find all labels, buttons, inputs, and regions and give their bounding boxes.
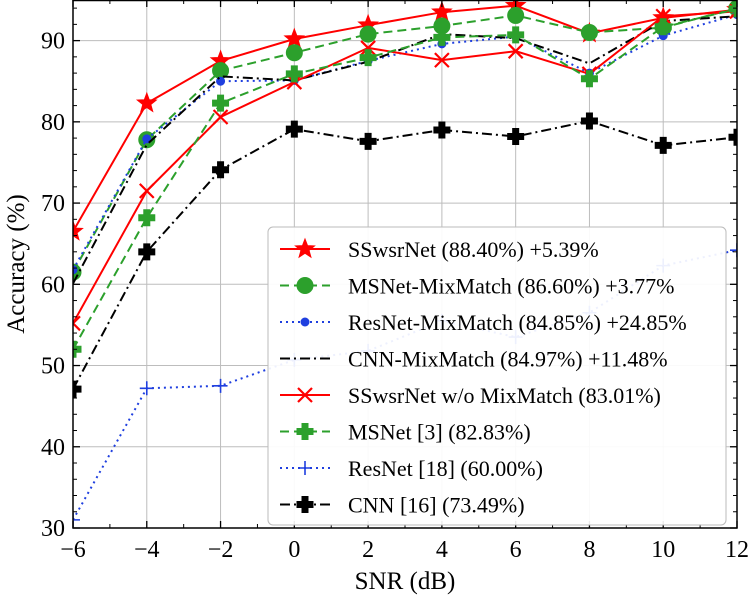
legend-marker [297,387,313,403]
data-point [433,121,451,139]
series-line [73,119,737,390]
legend-marker [298,461,312,475]
data-point [212,109,229,125]
legend-item: MSNet [3] (82.83%) [280,420,531,445]
data-point [433,28,451,46]
series-line [73,13,737,271]
data-point [580,23,598,41]
series-8 [73,112,737,398]
data-point [73,315,81,332]
legend-label: MSNet [3] (82.83%) [348,420,531,445]
series-line [73,10,737,324]
y-axis-label: Accuracy (%) [3,194,30,334]
y-tick-label: 80 [41,110,65,136]
legend-item: ResNet-MixMatch (84.85%) +24.85% [280,310,687,335]
data-point [359,25,377,43]
axes: −6 −4 −2 0 2 4 6 8 10 12 30 40 50 60 70 80 90 [41,0,748,563]
data-point [142,134,152,144]
data-point [654,18,672,36]
legend-item: ResNet [18] (60.00%) [280,456,543,481]
data-point [285,65,303,83]
legend-marker [296,423,314,440]
data-point [654,136,672,154]
series-1 [73,0,737,241]
y-tick-label: 50 [41,354,65,380]
data-point [507,26,525,44]
legend-label: ResNet-MixMatch (84.85%) +24.85% [348,310,687,335]
data-point [138,243,156,261]
data-point [728,128,737,146]
legend-marker [296,277,314,294]
series-line [73,7,737,350]
legend-marker [296,496,314,513]
legend-marker [294,237,316,259]
data-point [139,183,155,199]
data-point [580,112,598,130]
legend-label: SSwsrNet (88.40%) +5.39% [348,237,599,262]
series-group [73,0,737,527]
x-tick-label: 12 [725,537,748,563]
legend-label: CNN-MixMatch (84.97%) +11.48% [348,347,668,372]
data-point [507,6,525,24]
data-point [507,43,524,59]
x-tick-label: 4 [436,537,448,563]
legend-item: CNN-MixMatch (84.97%) +11.48% [280,347,668,372]
legend-label: SSwsrNet w/o MixMatch (83.01%) [348,383,661,408]
data-point [138,209,156,227]
data-point [73,265,78,275]
legend-label: CNN [16] (73.49%) [348,493,525,518]
data-point [283,27,306,49]
data-point [431,0,453,22]
series-line [73,7,737,273]
legend-item: SSwsrNet w/o MixMatch (83.01%) [280,383,661,408]
data-point [728,0,737,18]
y-tick-label: 60 [41,272,65,298]
legend-label: ResNet [18] (60.00%) [348,456,543,481]
data-point [135,91,158,113]
series-line [73,4,737,232]
data-point [73,512,80,527]
x-tick-label: −4 [134,537,160,563]
data-point [730,243,737,258]
y-tick-label: 30 [41,516,65,542]
data-point [507,127,525,145]
x-tick-label: 10 [651,537,675,563]
data-point [655,8,671,25]
data-point [434,52,450,68]
data-point [73,380,82,398]
data-point [212,161,230,179]
series-line [73,249,737,521]
plot-frame [72,0,738,529]
x-tick-label: −2 [208,537,234,563]
legend-box [267,226,727,526]
data-point [359,49,377,67]
x-axis-label: SNR (dB) [355,568,456,595]
legend-label: MSNet-MixMatch (86.60%) +3.77% [348,274,674,299]
x-tick-label: 8 [583,537,595,563]
x-tick-label: −6 [60,537,86,563]
legend: SSwsrNet (88.40%) +5.39% MSNet-MixMatch (… [267,226,727,526]
legend-marker [300,317,310,327]
x-tick-label: 0 [288,537,300,563]
y-tick-label: 90 [41,29,65,55]
x-tick-label: 2 [362,537,374,563]
legend-item: CNN [16] (73.49%) [280,493,525,518]
data-point [360,40,376,56]
y-tick-label: 40 [41,435,65,461]
data-point [212,94,230,112]
data-point [139,381,154,396]
data-point [359,132,377,150]
data-point [285,44,303,62]
legend-item: MSNet-MixMatch (86.60%) +3.77% [280,274,674,299]
data-point [285,120,303,138]
data-point [213,378,228,393]
data-point [580,70,598,88]
legend-item: SSwsrNet (88.40%) +5.39% [280,237,599,262]
x-tick-label: 6 [510,537,522,563]
y-tick-label: 70 [41,191,65,217]
